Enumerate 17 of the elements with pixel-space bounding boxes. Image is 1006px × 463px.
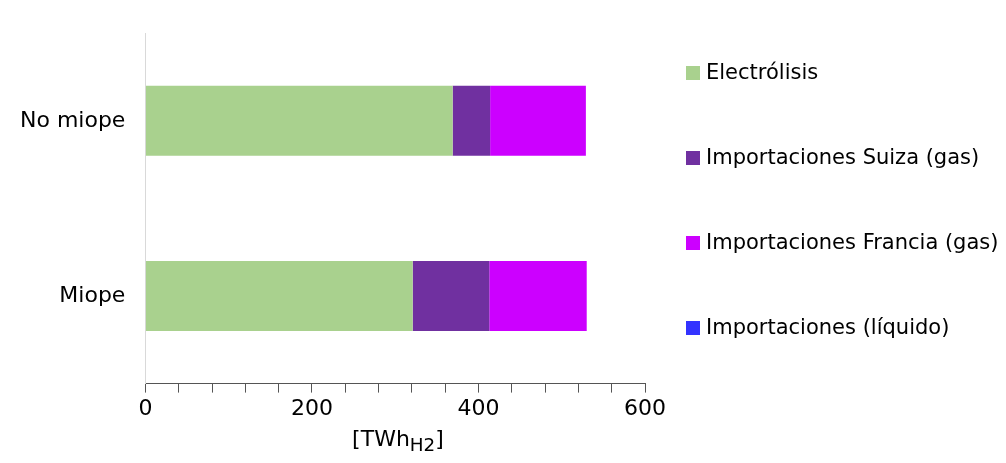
x-tick-label: 400 <box>457 394 500 420</box>
bar <box>490 85 586 156</box>
bar <box>452 85 491 156</box>
x-tick-label: 200 <box>290 394 333 420</box>
legend-label: Importaciones Francia (gas) <box>706 230 999 254</box>
bar <box>489 260 587 332</box>
y-tick-label: No miope <box>19 106 126 132</box>
bar <box>145 260 413 332</box>
bar <box>412 260 490 332</box>
bar <box>145 85 453 156</box>
legend-label: Electrólisis <box>706 60 819 84</box>
y-tick-label: Miope <box>59 281 126 307</box>
x-tick-label: 0 <box>138 394 153 420</box>
legend-label: Importaciones (líquido) <box>706 315 950 339</box>
legend-label: Importaciones Suiza (gas) <box>706 145 980 169</box>
x-tick-label: 600 <box>624 394 666 420</box>
x-axis-title: [TWh$_{H2}$] <box>351 426 445 456</box>
